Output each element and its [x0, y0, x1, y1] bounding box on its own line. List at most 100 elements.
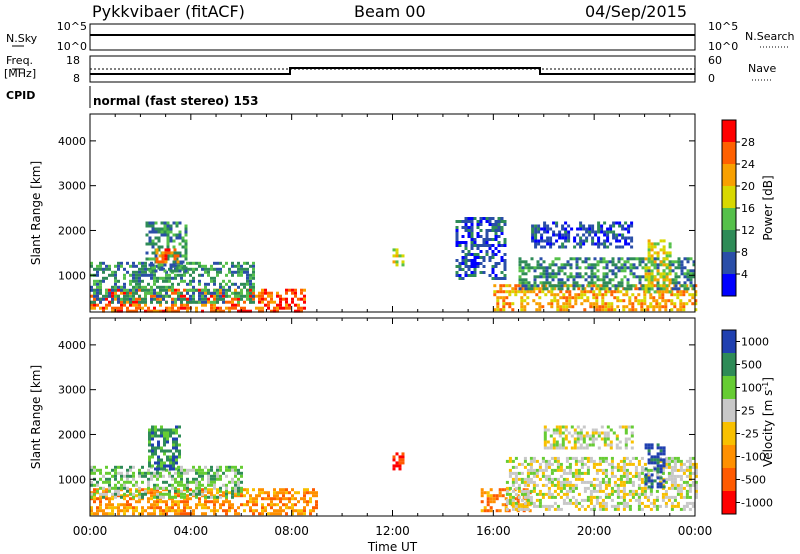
- power-cell: [565, 296, 569, 300]
- power-cell: [532, 287, 536, 291]
- velocity-cell: [688, 507, 692, 511]
- velocity-cell: [555, 425, 559, 429]
- power-cell: [246, 309, 249, 313]
- power-cell: [694, 308, 698, 312]
- power-cell: [593, 281, 597, 285]
- velocity-cell: [505, 480, 509, 484]
- power-cell: [686, 275, 690, 279]
- power-cell: [526, 302, 530, 306]
- power-cell: [551, 260, 555, 264]
- velocity-cell: [603, 431, 607, 435]
- power-cell: [656, 263, 660, 267]
- power-cell: [624, 239, 628, 243]
- velocity-cell: [279, 506, 282, 510]
- velocity-cell: [132, 492, 135, 496]
- power-cell: [610, 302, 614, 306]
- velocity-cell: [198, 468, 201, 472]
- power-cell: [114, 297, 117, 301]
- velocity-cell: [210, 483, 213, 487]
- power-cell: [99, 300, 102, 304]
- power-cell: [577, 296, 581, 300]
- velocity-cell: [659, 449, 663, 453]
- velocity-cell: [169, 434, 172, 438]
- power-cell: [129, 300, 132, 304]
- power-cell: [129, 282, 132, 286]
- velocity-cell: [571, 456, 575, 460]
- power-cell: [102, 306, 105, 310]
- power-cell: [470, 274, 474, 277]
- power-cell: [166, 242, 170, 246]
- velocity-cell: [163, 452, 166, 456]
- velocity-cell: [150, 512, 153, 516]
- velocity-cell: [162, 509, 165, 513]
- velocity-cell: [246, 488, 249, 492]
- power-cell: [561, 242, 565, 246]
- velocity-cell: [123, 474, 126, 478]
- velocity-cell: [123, 497, 126, 501]
- velocity-cell: [598, 483, 602, 487]
- velocity-colorbar-swatch-7: [722, 330, 736, 353]
- power-cell: [184, 224, 188, 228]
- power-cell: [543, 245, 547, 249]
- power-cell: [560, 269, 564, 273]
- velocity-cell: [612, 431, 616, 435]
- power-cell: [178, 266, 182, 270]
- power-cell: [579, 224, 583, 228]
- power-cell: [144, 270, 147, 274]
- velocity-cell: [691, 483, 695, 487]
- power-cell: [567, 239, 571, 243]
- velocity-cell: [659, 485, 663, 489]
- power-cell: [491, 238, 495, 241]
- power-cell: [96, 273, 99, 277]
- power-cell: [573, 236, 577, 240]
- power-cell: [589, 305, 593, 309]
- velocity-region-2: [148, 425, 181, 471]
- velocity-cell: [154, 425, 157, 429]
- power-cell: [668, 278, 672, 282]
- velocity-cell: [688, 465, 692, 469]
- power-cell: [181, 245, 185, 249]
- power-cell: [154, 221, 158, 225]
- power-cell: [650, 245, 654, 249]
- velocity-cell: [646, 471, 650, 475]
- velocity-cell: [141, 471, 144, 475]
- power-cell: [213, 282, 216, 286]
- power-cell: [602, 272, 606, 276]
- power-cell: [464, 220, 468, 223]
- power-cell: [473, 256, 477, 259]
- velocity-cell: [90, 506, 93, 510]
- power-cell: [461, 277, 465, 280]
- power-cell: [542, 281, 546, 285]
- power-cell: [521, 284, 525, 288]
- power-cell: [144, 267, 147, 271]
- power-cell: [615, 239, 619, 243]
- power-cell: [189, 267, 192, 271]
- velocity-cell: [201, 503, 204, 507]
- power-cell: [563, 281, 567, 285]
- velocity-cell: [598, 501, 602, 505]
- power-cell: [485, 244, 489, 247]
- power-cell: [551, 275, 555, 279]
- power-cell: [164, 248, 168, 252]
- power-cell: [503, 268, 507, 271]
- velocity-cell: [667, 471, 671, 475]
- velocity-cell: [207, 506, 210, 510]
- power-cell: [545, 287, 549, 291]
- power-cell: [174, 300, 177, 304]
- velocity-cell: [573, 437, 577, 441]
- velocity-cell: [225, 474, 228, 478]
- velocity-cell: [195, 506, 198, 510]
- power-cell: [627, 224, 631, 228]
- power-colorbar-label: Power [dB]: [761, 175, 775, 240]
- power-cell: [145, 221, 149, 225]
- velocity-cell: [673, 495, 677, 499]
- velocity-cell: [630, 434, 634, 438]
- velocity-cell: [237, 492, 240, 496]
- velocity-cell: [564, 425, 568, 429]
- velocity-cell: [653, 479, 657, 483]
- velocity-cell: [565, 489, 569, 493]
- power-cell: [656, 254, 660, 258]
- power-cell: [270, 309, 273, 313]
- power-cell: [609, 230, 613, 234]
- power-cell: [597, 236, 601, 240]
